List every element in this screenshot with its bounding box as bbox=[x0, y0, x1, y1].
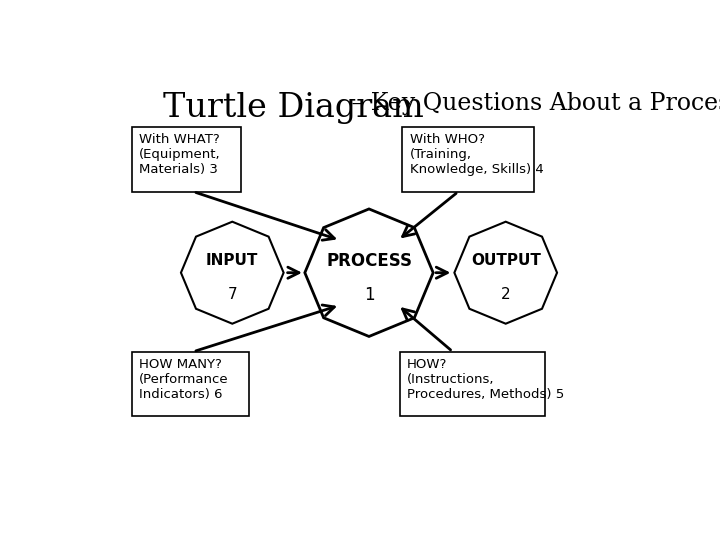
Text: HOW MANY?
(Performance
Indicators) 6: HOW MANY? (Performance Indicators) 6 bbox=[139, 358, 229, 401]
Text: 7: 7 bbox=[228, 287, 237, 302]
Text: 1: 1 bbox=[364, 286, 374, 304]
Text: OUTPUT: OUTPUT bbox=[471, 253, 541, 268]
FancyBboxPatch shape bbox=[400, 352, 545, 416]
Text: Turtle Diagram: Turtle Diagram bbox=[163, 92, 423, 124]
Text: HOW?
(Instructions,
Procedures, Methods) 5: HOW? (Instructions, Procedures, Methods)… bbox=[407, 358, 564, 401]
Text: PROCESS: PROCESS bbox=[326, 252, 412, 269]
Text: INPUT: INPUT bbox=[206, 253, 258, 268]
FancyBboxPatch shape bbox=[402, 127, 534, 192]
Polygon shape bbox=[305, 209, 433, 336]
Text: 2: 2 bbox=[501, 287, 510, 302]
FancyBboxPatch shape bbox=[132, 352, 249, 416]
Text: With WHO?
(Training,
Knowledge, Skills) 4: With WHO? (Training, Knowledge, Skills) … bbox=[410, 133, 544, 177]
FancyBboxPatch shape bbox=[132, 127, 240, 192]
Polygon shape bbox=[181, 222, 284, 323]
Text: With WHAT?
(Equipment,
Materials) 3: With WHAT? (Equipment, Materials) 3 bbox=[139, 133, 221, 177]
Polygon shape bbox=[454, 222, 557, 323]
Text: – Key Questions About a Process: – Key Questions About a Process bbox=[344, 92, 720, 115]
